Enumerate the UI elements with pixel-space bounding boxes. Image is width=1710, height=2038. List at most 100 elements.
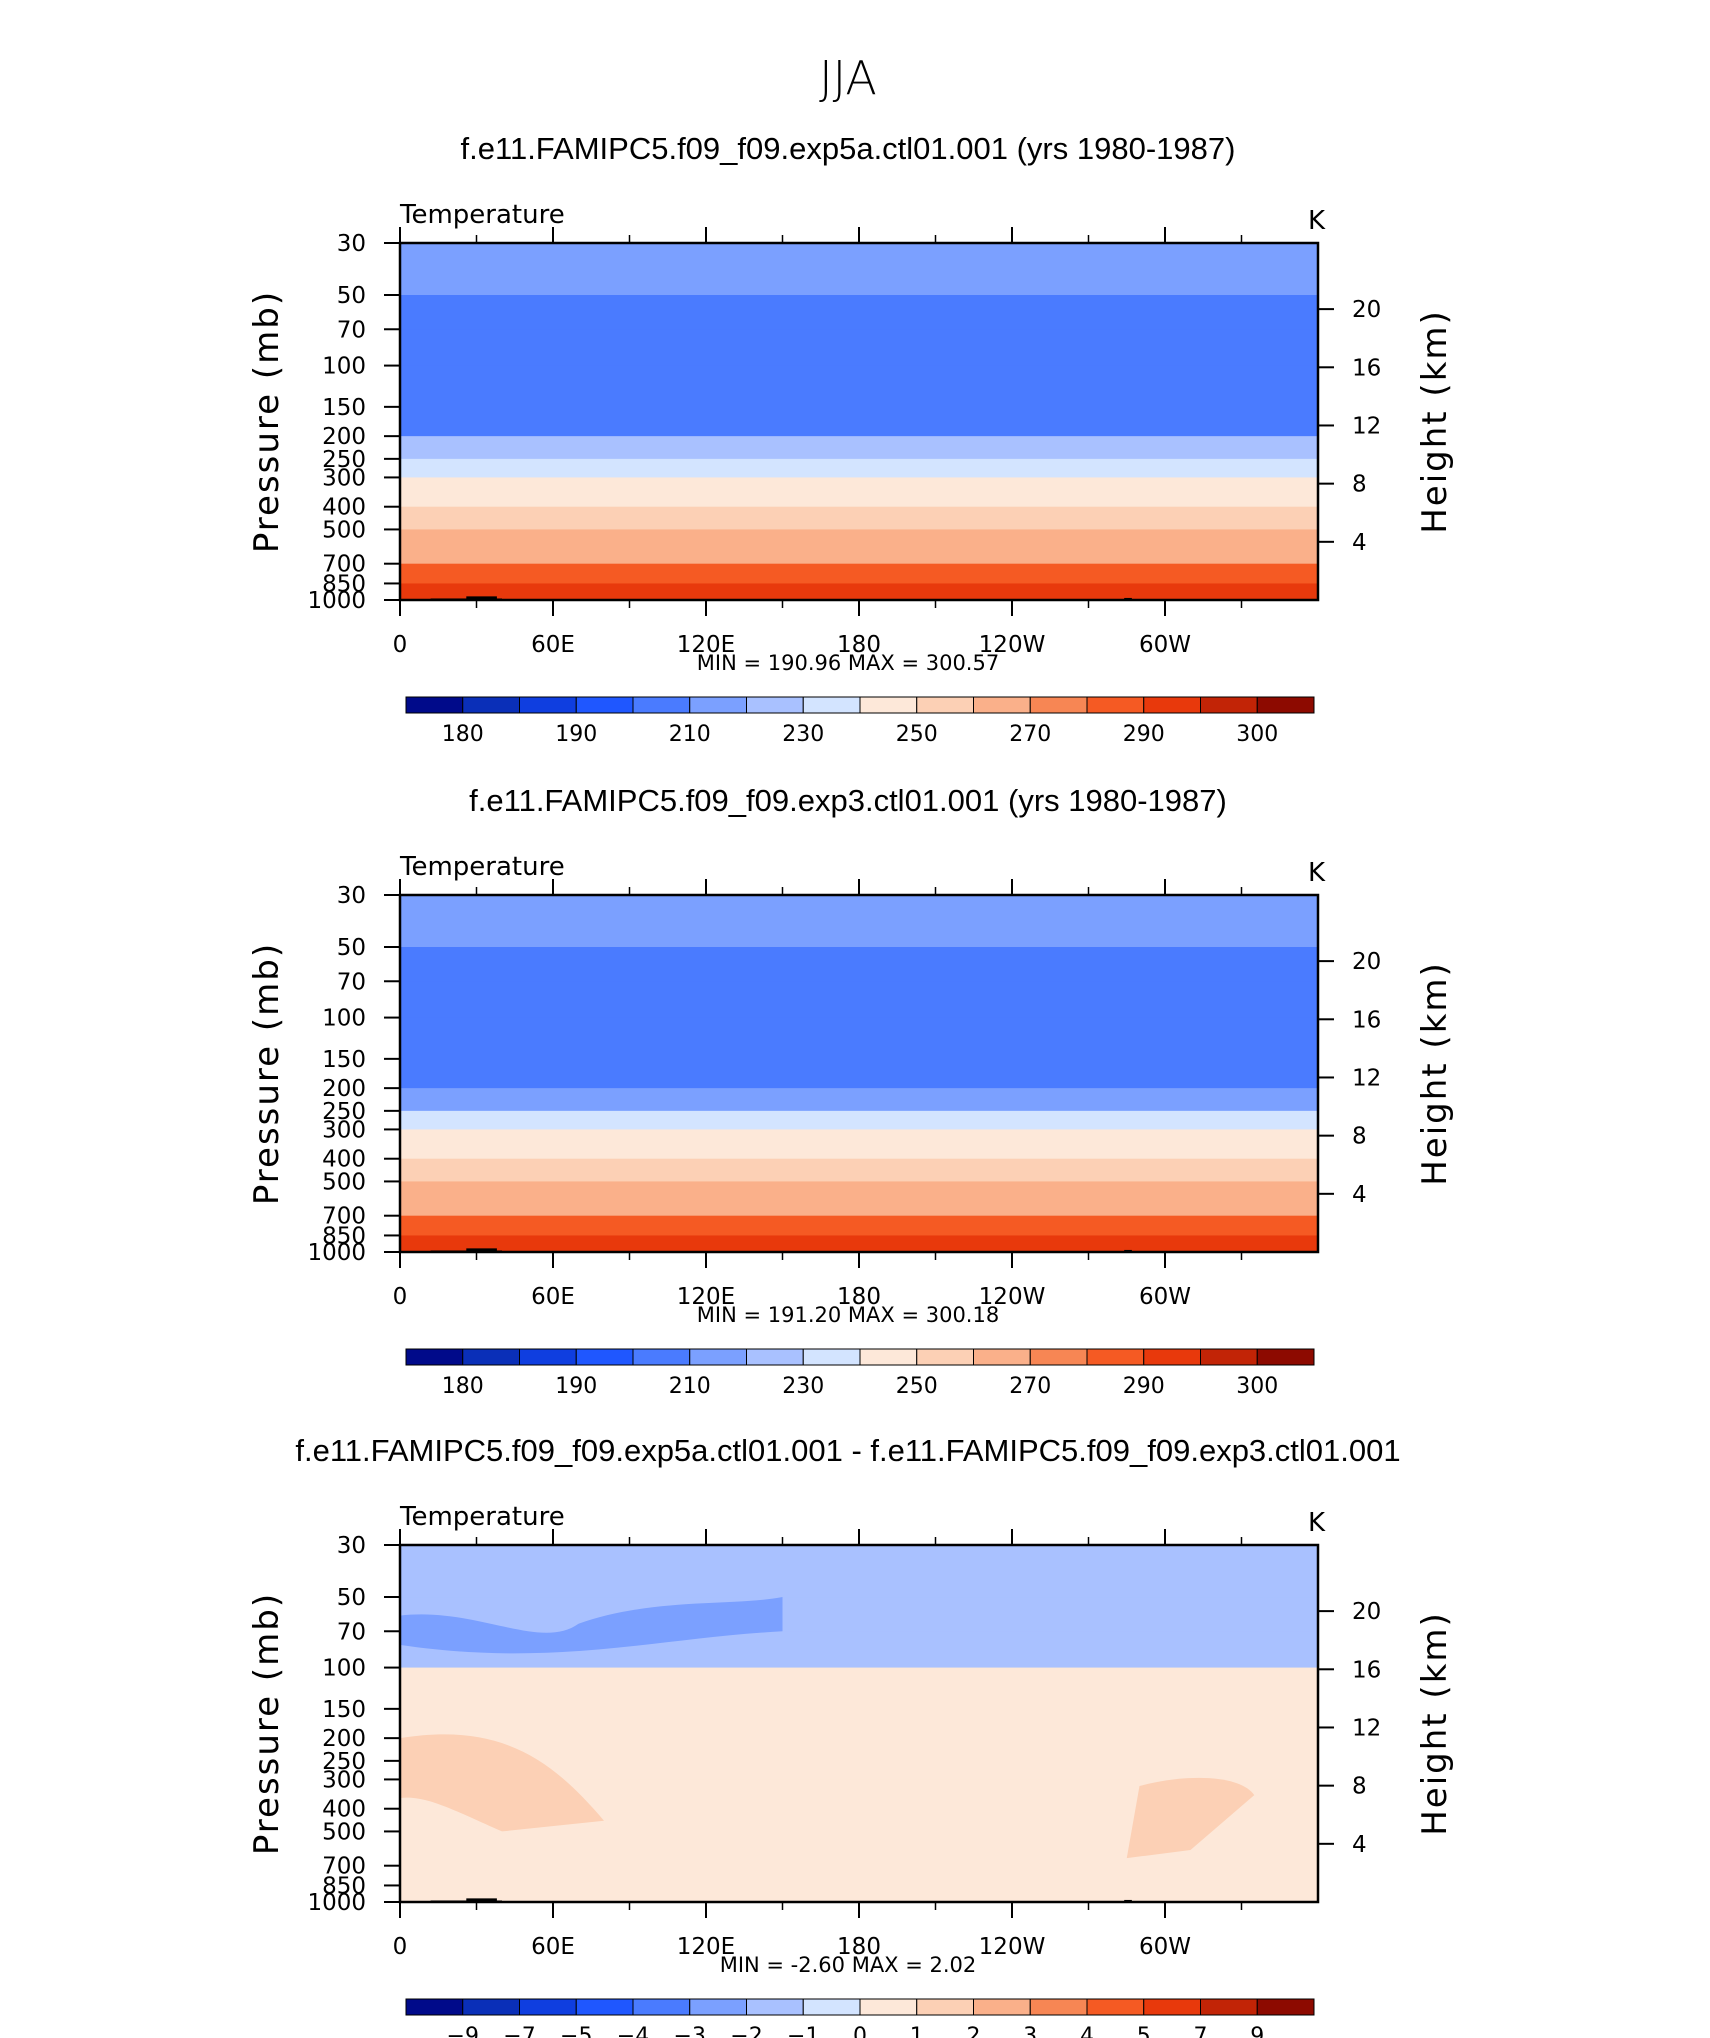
contour-band: [400, 458, 1318, 478]
x-tick-label: 120W: [979, 1284, 1046, 1310]
colorbar-label: −4: [617, 2024, 649, 2038]
contour-band: [400, 1088, 1318, 1112]
colorbar-swatch: [859, 696, 918, 714]
figure-title: JJA: [819, 51, 877, 105]
contour-band: [400, 1235, 1318, 1253]
panel-title: f.e11.FAMIPC5.f09_f09.exp5a.ctl01.001 (y…: [461, 131, 1236, 166]
colorbar-swatch: [973, 1998, 1031, 2016]
min-max-stats: MIN = 190.96 MAX = 300.57: [697, 651, 999, 675]
contour-band: [400, 947, 1318, 982]
contour-band: [400, 1865, 1318, 1886]
colorbar-label: 4: [1080, 2024, 1094, 2038]
variable-label: Temperature: [399, 200, 565, 230]
contour-patch: [400, 1734, 604, 1832]
colorbar-label: −1: [787, 2024, 819, 2038]
colorbar-swatch: [802, 1998, 861, 2016]
colorbar-label: 290: [1123, 722, 1165, 747]
contour-band: [400, 477, 1318, 508]
height-tick-label: 4: [1352, 530, 1367, 556]
y-tick-label: 70: [337, 317, 366, 343]
colorbar-swatch: [1200, 1998, 1258, 2016]
colorbar-swatch: [632, 1348, 691, 1366]
y-tick-label: 300: [322, 465, 366, 491]
y-tick-label: 700: [322, 1854, 366, 1880]
height-tick-label: 16: [1352, 1007, 1381, 1033]
colorbar-swatch: [973, 696, 1031, 714]
y-tick-label: 400: [322, 495, 366, 521]
y-tick-label: 70: [337, 969, 366, 995]
colorbar-label: 290: [1123, 1374, 1165, 1399]
panels-group: f.e11.FAMIPC5.f09_f09.exp5a.ctl01.001 (y…: [247, 131, 1455, 2038]
colorbar-label: 5: [1137, 2024, 1151, 2038]
colorbar-swatch: [746, 696, 804, 714]
y-tick-label: 100: [322, 1656, 366, 1682]
units-label: K: [1308, 1508, 1326, 1538]
y-tick-label: 50: [337, 1585, 366, 1611]
y-tick-label: 700: [322, 1204, 366, 1230]
y-axis-title-right: Height (km): [1415, 309, 1455, 534]
x-tick-label: 120W: [979, 632, 1046, 658]
contour-band: [400, 1181, 1318, 1217]
height-tick-label: 8: [1352, 472, 1367, 498]
colorbar-label: 270: [1009, 1374, 1051, 1399]
colorbar: 180 190 210 230 250 270 290 300: [405, 696, 1315, 747]
y-tick-label: 150: [322, 395, 366, 421]
colorbar-swatch: [1086, 696, 1145, 714]
colorbar-swatch: [519, 1998, 577, 2016]
height-tick-label: 16: [1352, 1657, 1381, 1683]
colorbar-swatch: [689, 1348, 747, 1366]
colorbar-swatch: [802, 1348, 861, 1366]
colorbar-label: 0: [853, 2024, 867, 2038]
x-tick-label: 60E: [531, 1934, 575, 1960]
x-tick-label: 180: [837, 632, 881, 658]
y-tick-label: 200: [322, 424, 366, 450]
y-tick-label: 200: [322, 1076, 366, 1102]
height-tick-label: 12: [1352, 413, 1381, 439]
colorbar-swatch: [1143, 1998, 1201, 2016]
colorbar-swatch: [973, 1348, 1031, 1366]
colorbar-label: 9: [1250, 2024, 1264, 2038]
contour-band: [400, 583, 1318, 601]
variable-label: Temperature: [399, 1502, 565, 1532]
y-tick-label: 1000: [307, 1240, 366, 1266]
colorbar-label: 250: [896, 722, 938, 747]
x-tick-label: 60W: [1139, 632, 1191, 658]
colorbar-label: 230: [782, 722, 824, 747]
y-tick-label: 250: [322, 447, 366, 473]
colorbar-swatch: [689, 696, 747, 714]
colorbar-swatch: [405, 1998, 464, 2016]
colorbar-label: 210: [669, 722, 711, 747]
y-tick-label: 250: [322, 1099, 366, 1125]
contour-band: [400, 1808, 1318, 1832]
contour-band: [400, 1158, 1318, 1182]
colorbar-swatch: [1143, 696, 1201, 714]
y-axis-title: Pressure (mb): [247, 942, 287, 1205]
contour-band: [400, 529, 1318, 565]
y-tick-label: 400: [322, 1797, 366, 1823]
contour-band: [400, 1545, 1318, 1598]
height-tick-label: 8: [1352, 1774, 1367, 1800]
contour-band: [400, 406, 1318, 437]
colorbar-label: 300: [1236, 1374, 1278, 1399]
height-tick-label: 4: [1352, 1832, 1367, 1858]
colorbar-swatch: [689, 1998, 747, 2016]
y-tick-label: 250: [322, 1749, 366, 1775]
contour-band: [400, 895, 1318, 948]
min-max-stats: MIN = 191.20 MAX = 300.18: [697, 1303, 999, 1327]
x-tick-label: 180: [837, 1284, 881, 1310]
y-axis-title-right: Height (km): [1415, 961, 1455, 1186]
colorbar-label: 180: [442, 1374, 484, 1399]
colorbar-swatch: [1256, 1998, 1315, 2016]
colorbar-swatch: [519, 696, 577, 714]
x-tick-label: 0: [393, 1284, 408, 1310]
x-tick-label: 60E: [531, 1284, 575, 1310]
height-tick-label: 16: [1352, 355, 1381, 381]
colorbar-label: 3: [1023, 2024, 1037, 2038]
colorbar-label: −2: [730, 2024, 762, 2038]
colorbar-swatch: [519, 1348, 577, 1366]
y-tick-label: 500: [322, 1819, 366, 1845]
colorbar-label: 210: [669, 1374, 711, 1399]
contour-band: [400, 329, 1318, 367]
y-tick-label: 70: [337, 1619, 366, 1645]
colorbar-label: 250: [896, 1374, 938, 1399]
